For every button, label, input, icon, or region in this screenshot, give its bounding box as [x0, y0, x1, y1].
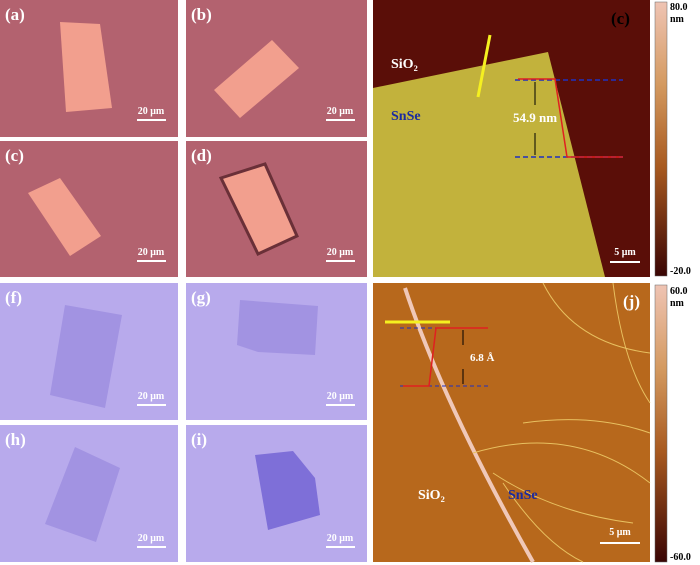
flake — [255, 451, 320, 530]
flake — [60, 22, 112, 112]
panel-h: (h) 20 μm — [0, 425, 178, 562]
colorbar-unit: nm — [670, 14, 685, 25]
panel-label: (a) — [5, 5, 25, 24]
panel-d: (d) 20 μm — [186, 141, 367, 277]
colorbar-max: 60.0 — [670, 286, 688, 297]
scale-text: 20 μm — [327, 247, 354, 258]
flake-label: SnSe — [391, 109, 421, 124]
scale-text: 5 μm — [609, 527, 631, 538]
edge — [403, 287, 535, 563]
panel-label: (c) — [5, 146, 24, 165]
panel-label: (h) — [5, 430, 26, 449]
panel-i: (i) 20 μm — [186, 425, 367, 562]
panel-label: (d) — [191, 146, 212, 165]
flake-label: SnSe — [508, 488, 538, 503]
afm-j: 6.8 Å SiO₂ SnSe (j) 5 μm — [373, 282, 651, 563]
panel-label: (j) — [623, 292, 640, 311]
flake — [28, 178, 101, 256]
step-height: 6.8 Å — [470, 352, 495, 364]
panel-g: (g) 20 μm — [186, 283, 367, 420]
step-height: 54.9 nm — [513, 110, 557, 125]
panel-f: (f) 20 μm — [0, 283, 178, 420]
scale-text: 20 μm — [327, 106, 354, 117]
flake — [45, 447, 120, 542]
colorbar — [654, 1, 668, 277]
colorbar-unit: nm — [670, 298, 685, 309]
panel-label: (b) — [191, 5, 212, 24]
colorbar — [654, 284, 668, 563]
scale-text: 20 μm — [138, 391, 165, 402]
colorbar-min: -60.0 — [670, 552, 691, 563]
scale-text: 20 μm — [138, 247, 165, 258]
scale-text: 20 μm — [138, 106, 165, 117]
height-profile — [403, 327, 488, 387]
panel-b: (b) 20 μm — [186, 0, 367, 137]
panel-label: (g) — [191, 288, 211, 307]
panel-label: (i) — [191, 430, 207, 449]
substrate-label: SiO₂ — [391, 57, 418, 72]
flake — [218, 162, 299, 256]
substrate-label: SiO₂ — [418, 488, 445, 503]
panel-label: (c) — [611, 9, 630, 28]
scale-text: 20 μm — [138, 533, 165, 544]
flake — [373, 52, 605, 277]
colorbar-min: -20.0 — [670, 266, 691, 277]
wrinkles — [472, 282, 651, 563]
panel-c-optical: (c) 20 μm — [0, 141, 178, 277]
height-profile — [518, 78, 623, 158]
panel-a: (a) 20 μm — [0, 0, 178, 137]
colorbar-max: 80.0 — [670, 2, 688, 13]
afm-c: 54.9 nm SiO₂ SnSe (c) 5 μm — [373, 0, 650, 277]
scale-text: 20 μm — [327, 533, 354, 544]
scale-text: 5 μm — [614, 247, 636, 258]
flake — [50, 305, 122, 408]
profile-line — [476, 34, 492, 98]
flake — [214, 40, 299, 118]
panel-label: (f) — [5, 288, 22, 307]
scale-text: 20 μm — [327, 391, 354, 402]
flake — [237, 300, 318, 355]
substrate — [0, 141, 178, 277]
